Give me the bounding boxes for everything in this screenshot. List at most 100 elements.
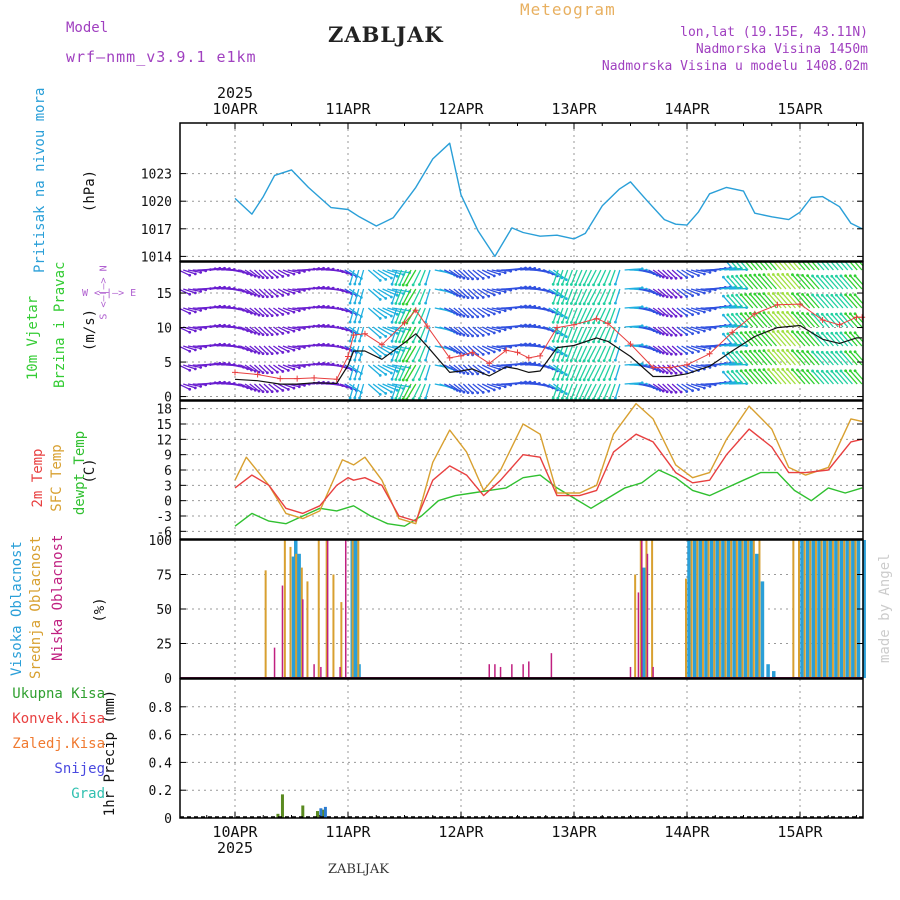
wind-gust-line: [234, 303, 863, 380]
wind-gust-point: [729, 329, 736, 336]
low-cloud-bar: [550, 653, 553, 678]
wind-gust-point: [706, 350, 713, 357]
low-cloud-bar: [320, 666, 322, 678]
panel-frame: [179, 261, 864, 401]
high-cloud-bar: [726, 540, 731, 678]
mid-cloud-bar: [730, 540, 733, 678]
ytick-label: 12: [156, 433, 172, 448]
ytick-label: 0: [164, 672, 172, 687]
mid-cloud-bar: [798, 540, 800, 678]
rain-bar: [301, 805, 305, 818]
wind-gust-point: [593, 315, 600, 322]
mid-cloud-bar: [690, 540, 693, 678]
pressure-line: [234, 142, 863, 258]
top-date-label: 15APR: [777, 100, 823, 118]
bottom-date-label: 15APR: [777, 823, 823, 841]
mid-cloud-bar: [707, 540, 710, 678]
wind-gust-point: [503, 347, 510, 354]
model-elevation-info: Nadmorska Visina u modelu 1408.02m: [601, 59, 868, 74]
mid-cloud-bar: [634, 574, 637, 678]
wind-gust-point: [486, 360, 493, 367]
low-cloud-bar: [652, 666, 654, 678]
mid-cloud-bar: [357, 540, 360, 678]
high-cloud-bar: [828, 540, 832, 678]
ytick-label: 0.4: [149, 756, 173, 771]
mid-cloud-bar: [820, 540, 823, 678]
low-cloud-bar: [302, 599, 304, 678]
low-cloud-bar: [528, 661, 530, 678]
bottom-date-label: 10APR: [212, 823, 258, 841]
high-cloud-bar: [687, 540, 691, 678]
dewpoint-line: [234, 469, 863, 527]
ytick-label: 10: [156, 322, 172, 337]
bottom-date-label: 11APR: [325, 823, 371, 841]
ytick-label: 0: [164, 812, 172, 827]
high-cloud-bar: [805, 540, 810, 678]
wind-gust-point: [819, 316, 826, 323]
mid-cloud-bar: [645, 540, 648, 678]
wind-gust-point: [514, 349, 521, 356]
wind-gust-point: [412, 307, 419, 314]
high-cloud-bar: [845, 540, 849, 678]
mid-cloud-bar: [758, 540, 761, 678]
mid-cloud-bar: [724, 540, 727, 678]
wind-gust-point: [859, 314, 866, 321]
mid-cloud-bar: [651, 540, 654, 678]
mid-cloud-bar: [332, 574, 335, 678]
ytick-label: 1017: [141, 223, 172, 238]
low-cloud-bar: [494, 664, 496, 678]
high-cloud-bar: [800, 540, 804, 678]
wind-arrow-field: [180, 262, 863, 400]
low-cloud-bar: [344, 540, 347, 678]
wind-gust-point: [294, 375, 301, 382]
footer-station: ZABLJAK: [328, 862, 389, 877]
top-date-label: 11APR: [325, 100, 371, 118]
mid-cloud-bar: [283, 540, 286, 678]
mid-cloud-bar: [325, 540, 328, 678]
high-cloud-bar: [738, 540, 742, 678]
mid-cloud-bar: [792, 540, 795, 678]
wind-speed-line: [234, 324, 863, 385]
mid-cloud-bar: [814, 540, 817, 678]
mid-cloud-bar: [685, 578, 687, 678]
legend-konvek-kisa: Konvek.Kisa: [12, 711, 105, 727]
low-cloud-bar: [339, 666, 341, 678]
top-date-label: 14APR: [664, 100, 710, 118]
high-cloud-bar: [698, 540, 703, 678]
top-date-label: 13APR: [551, 100, 597, 118]
low-cloud-bar: [641, 540, 643, 678]
ytick-label: 0: [164, 391, 172, 406]
top-year-label: 2025: [217, 84, 253, 102]
legend-grad: Grad: [71, 786, 105, 802]
ytick-label: 1014: [141, 250, 172, 265]
high-cloud-bar: [851, 540, 855, 678]
wind-gust-point: [650, 364, 657, 371]
wind-gust-point: [446, 354, 453, 361]
mid-cloud-bar: [264, 570, 267, 678]
mid-cloud-bar: [848, 540, 851, 678]
high-cloud-bar: [755, 553, 759, 678]
legend-ukupna-kisa: Ukupna Kisa: [12, 686, 105, 702]
ytick-label: 0.8: [149, 701, 172, 716]
mid-cloud-bar: [351, 540, 354, 678]
high-cloud-bar: [862, 540, 866, 678]
mid-cloud-bar: [306, 581, 309, 678]
rain-bar: [280, 794, 284, 818]
wind-gust-point: [232, 369, 238, 376]
wind-gust-point: [537, 352, 544, 359]
wind-gust-point: [604, 320, 611, 327]
snow-bar: [319, 808, 323, 818]
wind-gust-point: [469, 349, 476, 356]
panel-frame: [179, 539, 864, 679]
ytick-label: 0.2: [149, 784, 172, 799]
wind-gust-point: [350, 332, 357, 339]
high-cloud-bar: [760, 581, 765, 678]
wind-gust-point: [345, 353, 351, 360]
ytick-label: 3: [164, 479, 172, 494]
model-label: Model: [66, 20, 109, 36]
ytick-label: 9: [164, 449, 172, 464]
ytick-label: 75: [156, 569, 172, 584]
rain-bar: [315, 811, 319, 818]
low-cloud-bar: [488, 664, 490, 678]
low-cloud-bar: [273, 647, 276, 678]
